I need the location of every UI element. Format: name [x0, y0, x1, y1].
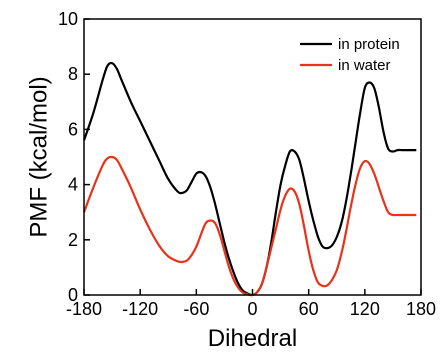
y-tick-label: 6 [68, 119, 78, 139]
x-tick-label: 180 [406, 299, 436, 319]
legend-label: in protein [338, 36, 400, 53]
legend-label: in water [338, 57, 391, 74]
x-tick-label: -120 [122, 299, 158, 319]
x-tick-label: 0 [247, 299, 257, 319]
x-tick-label: -60 [183, 299, 209, 319]
y-tick-label: 0 [68, 285, 78, 305]
x-axis: -180 -120 -60 0 60 120 180 [66, 289, 436, 319]
y-tick-label: 4 [68, 175, 78, 195]
y-tick-label: 10 [58, 9, 78, 29]
series-line-in-protein [82, 61, 417, 297]
x-tick-label: -180 [66, 299, 102, 319]
y-axis-title: PMF (kcal/mol) [25, 76, 52, 237]
y-tick-label: 2 [68, 230, 78, 250]
series-line-in-water [82, 155, 417, 297]
y-axis: 0 2 4 6 8 10 [58, 9, 90, 305]
x-axis-title: Dihedral [208, 325, 297, 352]
x-tick-label: 120 [350, 299, 380, 319]
x-tick-label: 60 [299, 299, 319, 319]
y-tick-label: 8 [68, 64, 78, 84]
legend: in protein in water [300, 36, 400, 74]
plot-lines [82, 61, 417, 297]
